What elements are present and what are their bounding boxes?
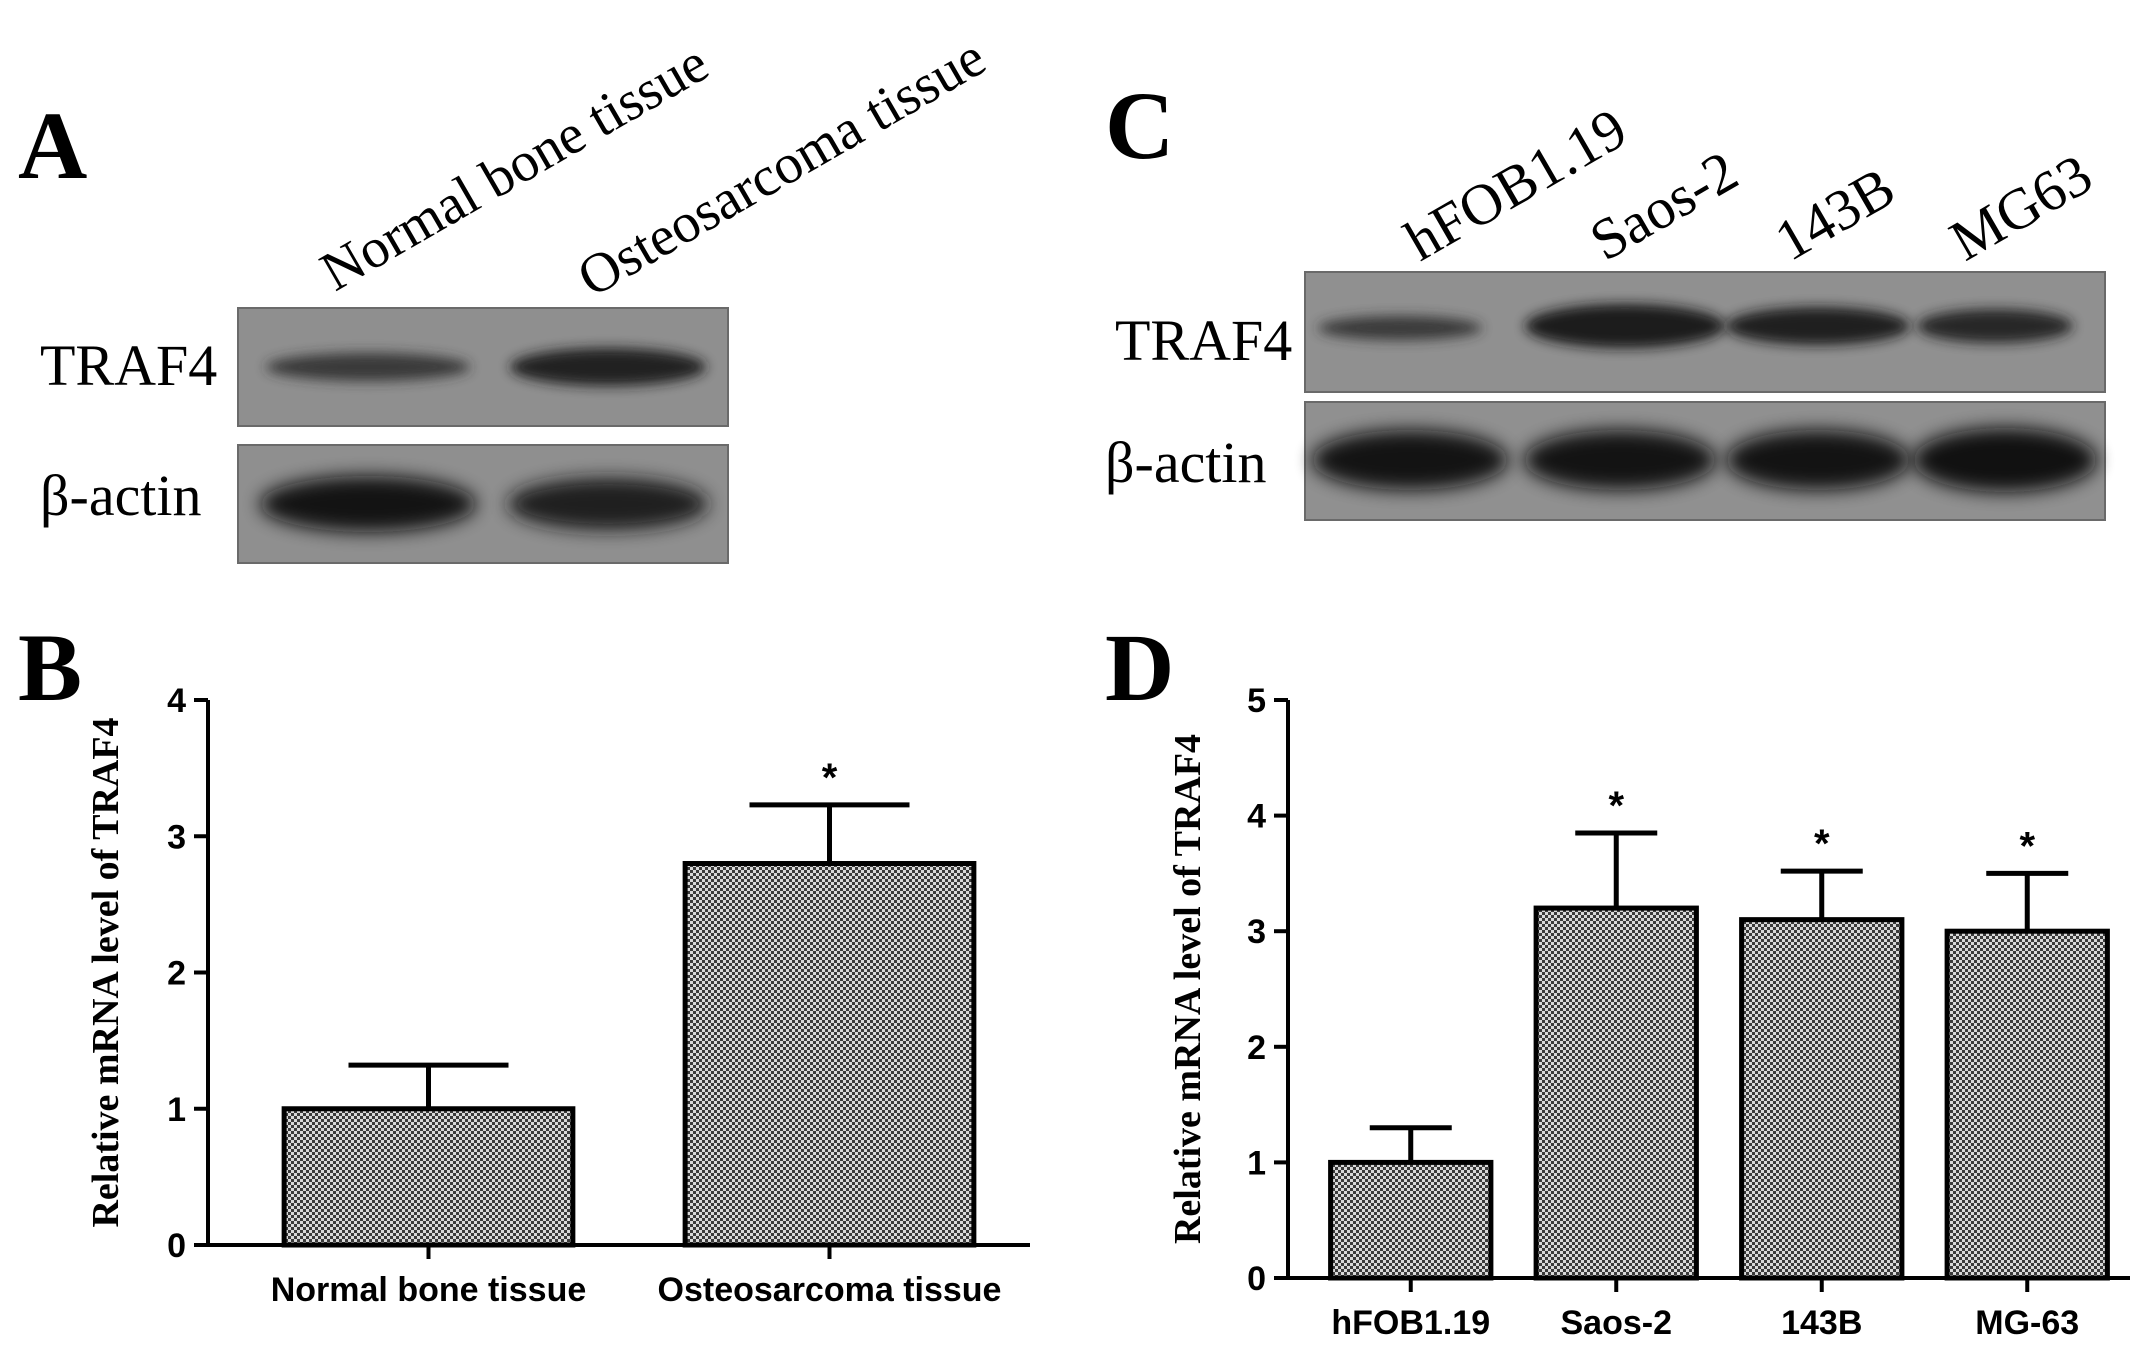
- lane-label-mg63: MG63: [1939, 141, 2103, 273]
- blot-band-actin-143b: [1726, 430, 1910, 490]
- x-tick-label: 143B: [1781, 1304, 1862, 1342]
- chart-d: 0 1 2 3 4 5 Relative mRNA level of TRAF4 hFOB1.…: [1167, 682, 2130, 1342]
- blot-band-traf4-normal: [266, 353, 470, 381]
- blot-band-actin-saos2: [1524, 430, 1716, 490]
- bar-hfob1-19: [1328, 1159, 1494, 1281]
- significance-marker: *: [822, 756, 838, 800]
- bar-mg-63: [1944, 928, 2110, 1281]
- blot-row-label-beta-actin: β-actin: [40, 463, 202, 528]
- blot-row-label-beta-actin-c: β-actin: [1105, 430, 1267, 495]
- y-axis-title: Relative mRNA level of TRAF4: [85, 717, 127, 1227]
- panel-letter-a: A: [18, 92, 87, 199]
- blot-band-traf4-hfob: [1318, 316, 1482, 340]
- y-tick-label: 0: [167, 1227, 186, 1265]
- y-tick-label: 1: [167, 1091, 186, 1129]
- y-tick-label: 1: [1247, 1144, 1266, 1182]
- bar-saos-2: [1533, 905, 1699, 1281]
- blot-band-traf4-143b: [1726, 307, 1910, 345]
- y-tick-label: 3: [1247, 913, 1266, 951]
- y-tick-label: 5: [1247, 682, 1266, 720]
- y-tick-label: 0: [1247, 1260, 1266, 1298]
- blot-band-actin-osteosarcoma: [508, 478, 708, 530]
- x-tick-label: Normal bone tissue: [271, 1271, 587, 1309]
- panel-letter-c: C: [1105, 72, 1174, 179]
- blot-row-label-traf4-c: TRAF4: [1115, 308, 1292, 373]
- blot-band-actin-hfob: [1312, 430, 1508, 490]
- significance-marker: *: [1608, 784, 1624, 828]
- y-tick-label: 3: [167, 818, 186, 856]
- x-tick-label: Saos-2: [1561, 1304, 1673, 1342]
- blot-band-actin-normal: [260, 476, 476, 532]
- lane-label-143b: 143B: [1764, 154, 1905, 273]
- blot-row-label-traf4: TRAF4: [40, 333, 217, 398]
- y-axis-title: Relative mRNA level of TRAF4: [1167, 734, 1209, 1244]
- bar-osteosarcoma-tissue: [682, 861, 977, 1248]
- bar-normal-bone-tissue: [281, 1106, 576, 1248]
- panel-a: A Normal bone tissue Osteosarcoma tissue…: [18, 26, 996, 564]
- y-tick-label: 2: [1247, 1029, 1266, 1067]
- y-tick-label: 2: [167, 955, 186, 993]
- x-tick-label: MG-63: [1975, 1304, 2079, 1342]
- y-tick-label: 4: [1247, 798, 1266, 836]
- x-tick-label: Osteosarcoma tissue: [658, 1271, 1002, 1309]
- significance-marker: *: [1814, 822, 1830, 866]
- significance-marker: *: [2019, 824, 2035, 868]
- panel-letter-b: B: [18, 614, 82, 721]
- blot-band-actin-mg63: [1913, 428, 2097, 492]
- y-tick-label: 4: [167, 682, 186, 720]
- chart-b: 0 1 2 3 4 Relative mRNA level of TRAF4 Normal …: [85, 682, 1030, 1309]
- blot-band-traf4-saos2: [1525, 304, 1725, 348]
- blot-band-traf4-osteosarcoma: [510, 348, 706, 386]
- blot-band-traf4-mg63: [1917, 309, 2073, 343]
- bar-143b: [1739, 917, 1905, 1281]
- panel-letter-d: D: [1105, 614, 1174, 721]
- x-tick-label: hFOB1.19: [1331, 1304, 1490, 1342]
- panel-c: C hFOB1.19 Saos-2 143B MG63 TRAF4 β-acti…: [1105, 72, 2106, 521]
